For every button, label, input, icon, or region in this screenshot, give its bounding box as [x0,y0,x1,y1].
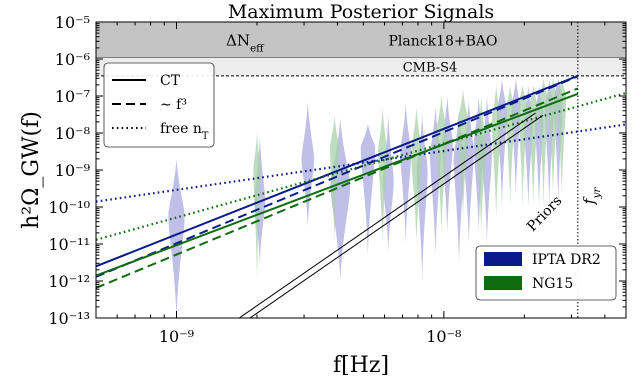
line-style-legend: CT ∼ f³ free nT [103,62,215,148]
bands [96,22,626,77]
violin-0-0 [168,158,185,318]
line-0-dashed [96,75,579,278]
y-tick-label-6: 10⁻⁷ [55,87,90,106]
y-tick-label-2: 10⁻¹¹ [48,235,90,254]
x-tick-label-1: 10⁻⁸ [426,327,461,346]
line-1-dashed [96,87,579,289]
violin-1-7 [491,84,501,219]
y-tick-label-7: 10⁻⁶ [55,50,90,69]
y-tick-label-1: 10⁻¹² [48,272,90,291]
priors-label: Priors [524,193,565,235]
y-tick-label-4: 10⁻⁹ [55,161,91,180]
violin-1-11 [539,78,549,207]
fyr-label: fyr [580,187,603,205]
priors-line-1 [249,114,544,318]
dataset-legend-label-0: IPTA DR2 [532,252,601,268]
x-tick-label-0: 10⁻⁹ [159,327,195,346]
violin-0-2 [301,101,315,227]
violin-1-10 [528,84,538,207]
violin-1-2 [378,107,388,244]
y-tick-label-3: 10⁻¹⁰ [48,198,90,217]
line-1-solid [96,92,579,277]
violin-1-1 [330,115,340,244]
dataset-legend: IPTA DR2 NG15 [475,245,617,301]
line-1-dotted [96,92,626,241]
priors [238,112,544,318]
dataset-legend-swatch-1 [484,276,522,290]
style-legend-label-dashed: ∼ f³ [160,97,187,113]
band-label-cmbs4: CMB-S4 [403,61,458,76]
style-legend-label-solid: CT [160,73,181,89]
band-label-neff: ΔNeff [226,32,265,55]
style-legend-label-dotted: free nT [160,121,209,142]
band-label-planck: Planck18+BAO [388,34,497,50]
y-tick-label-5: 10⁻⁸ [55,124,90,143]
violin-0-1 [254,136,266,264]
y-tick-label-8: 10⁻⁵ [55,13,90,32]
chart-title: Maximum Posterior Signals [228,1,494,23]
x-axis-label: f[Hz] [333,353,389,378]
band-0 [96,22,626,58]
dataset-legend-swatch-0 [484,252,522,266]
axes: 10⁻¹³ 10⁻¹² 10⁻¹¹ 10⁻¹⁰ 10⁻⁹ 10⁻⁸ 10⁻⁷ 10⁻⁶ 10⁻⁵… [48,13,627,346]
violin-0-5 [382,115,394,253]
model-lines [96,74,626,289]
violin-0-14 [497,78,507,207]
violin-1-12 [548,78,558,196]
y-axis-label: h²Ω_GW(f) [19,111,44,229]
line-0-solid [96,74,579,268]
violin-0-4 [360,123,376,256]
y-tick-label-0: 10⁻¹³ [48,309,90,328]
violin-1-13 [557,78,567,196]
priors-line-0 [238,112,536,318]
style-legend-frame [103,62,215,148]
violin-1-0 [253,133,261,281]
dataset-legend-label-1: NG15 [532,276,573,292]
violin-0-6 [400,104,412,244]
band-1 [96,57,626,76]
